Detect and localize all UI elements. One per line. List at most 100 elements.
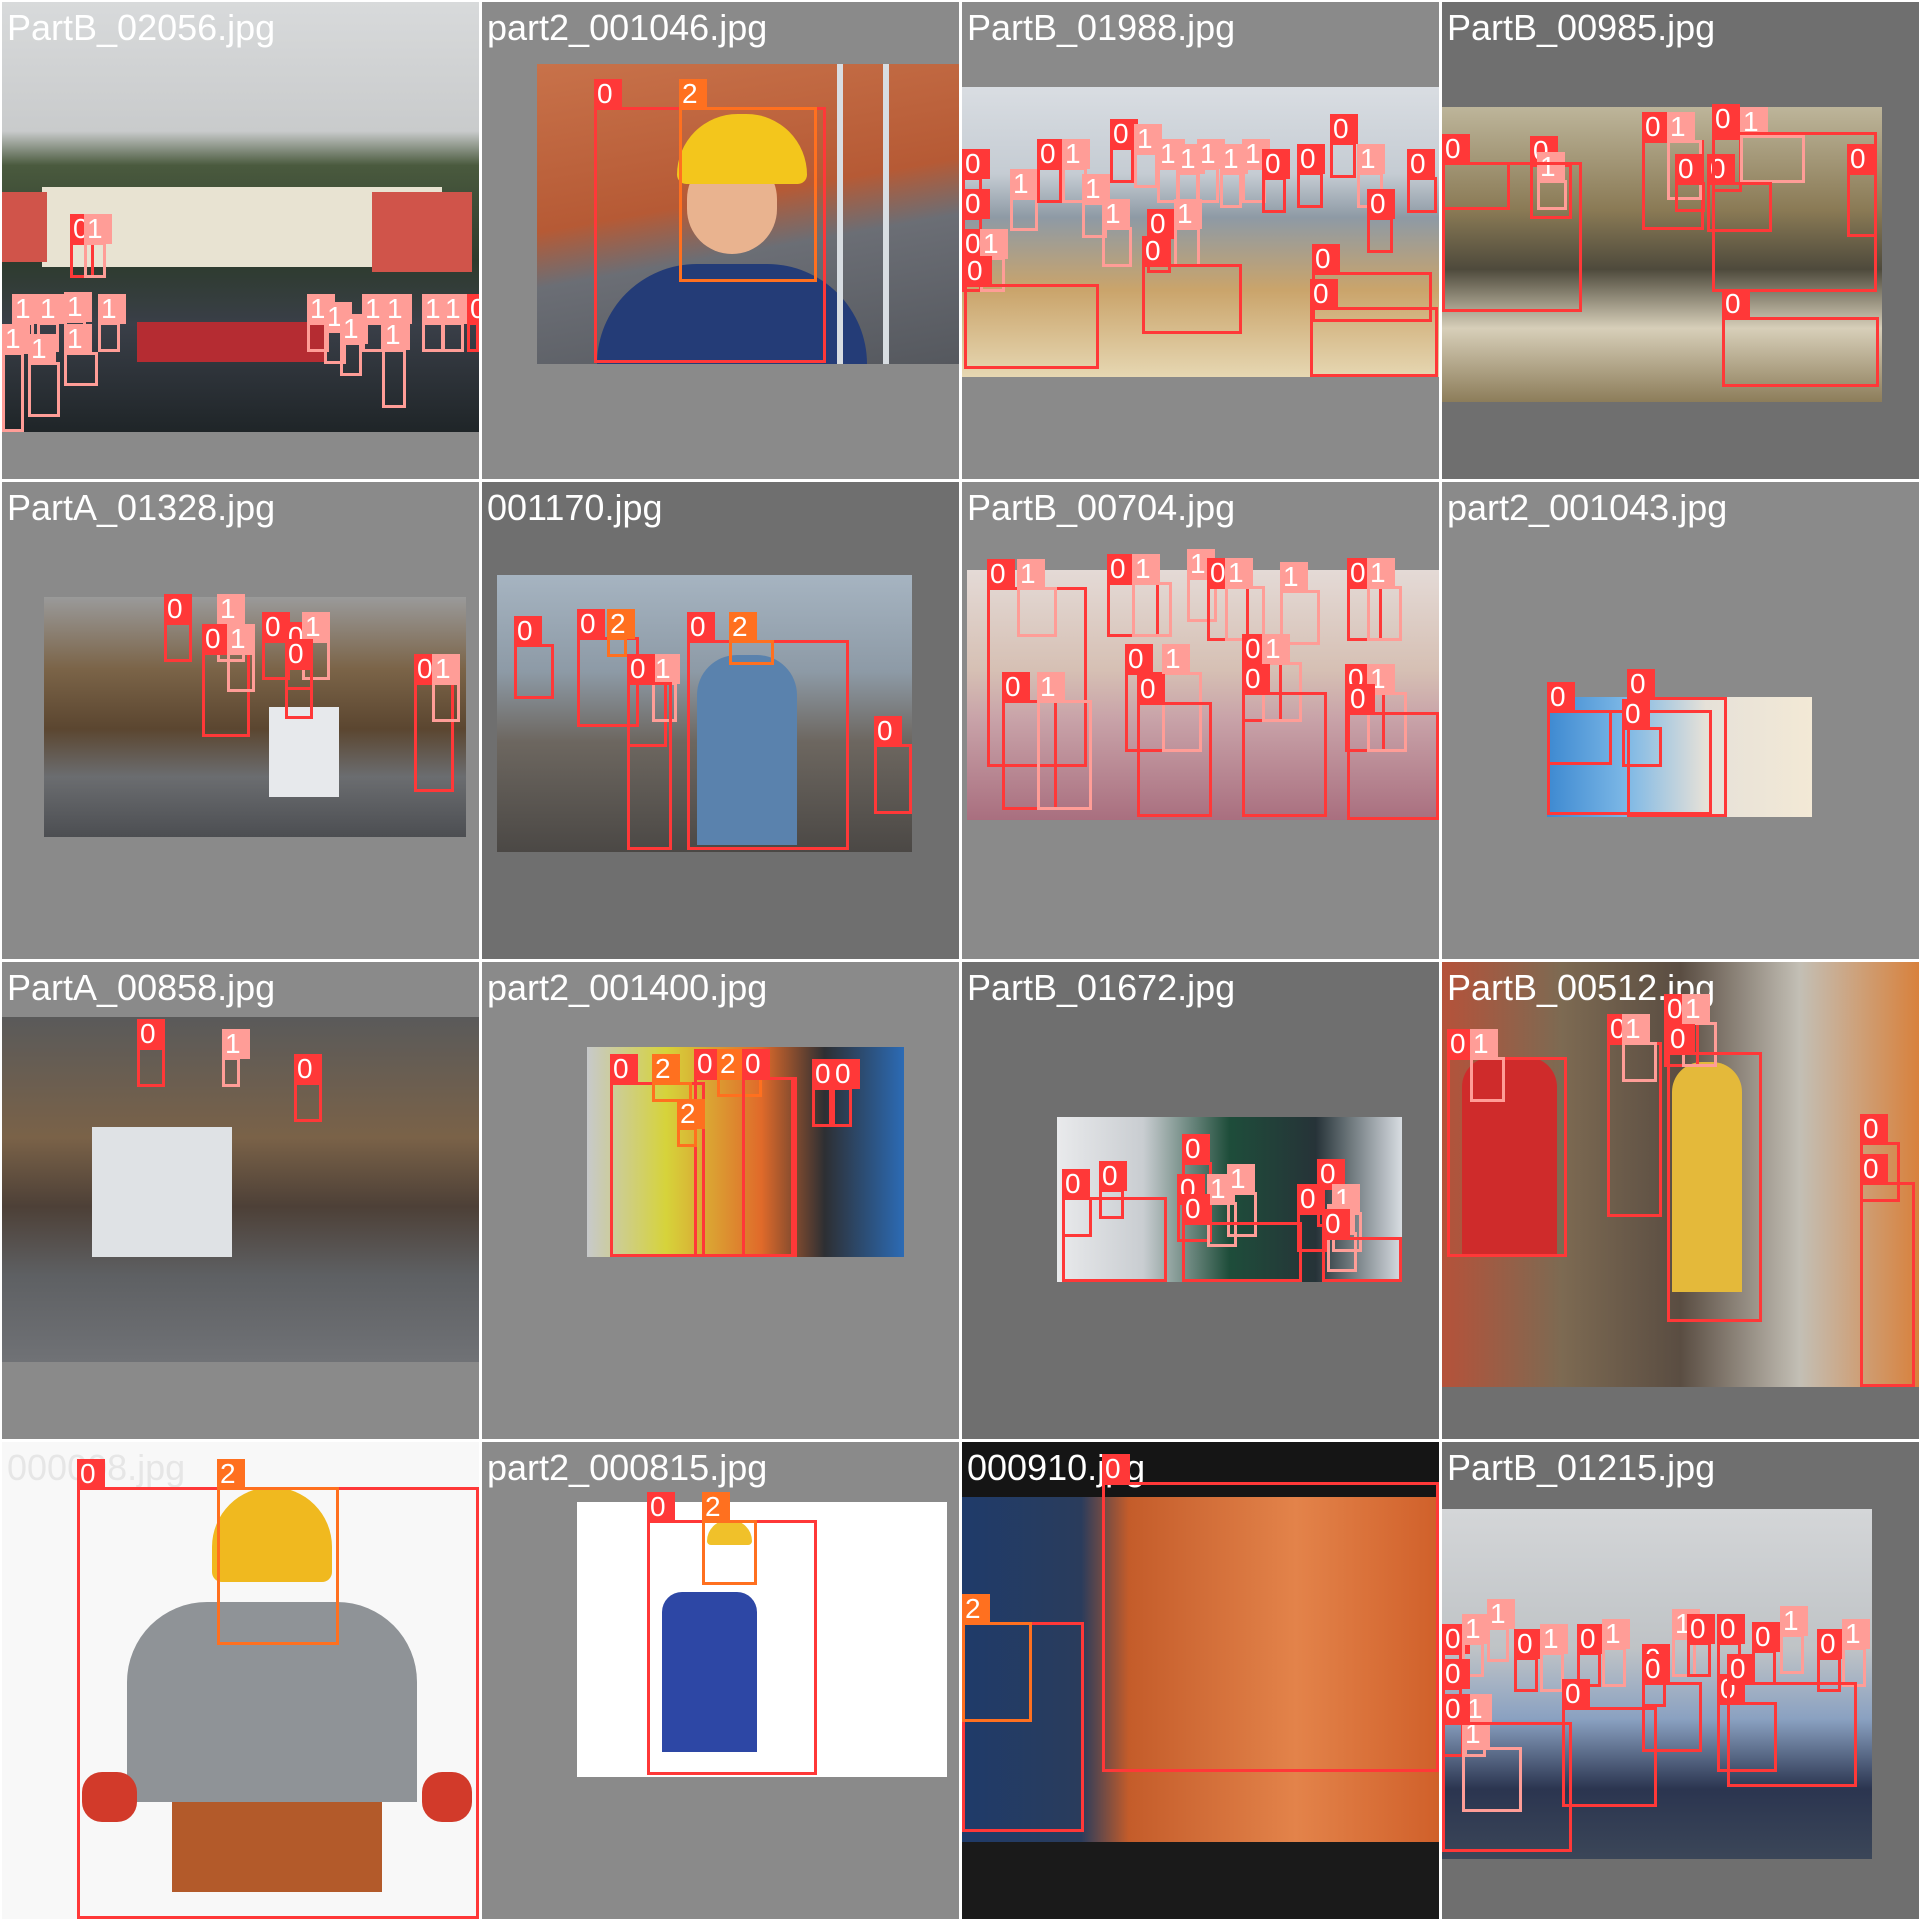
box-label: 2	[962, 1594, 990, 1624]
box-label: 2	[652, 1054, 680, 1084]
tile-part2-001400[interactable]: part2_001400.jpg 0 2 0 2 2 0 0 0	[482, 962, 959, 1439]
box-class-0: 0	[467, 294, 479, 352]
tile-part2-001046[interactable]: part2_001046.jpg 0 2	[482, 2, 959, 479]
shirt	[127, 1602, 417, 1802]
box-class-1: 1	[1010, 169, 1038, 231]
box-label: 0	[1062, 1169, 1090, 1199]
box-class-1: 1	[1132, 554, 1172, 637]
box-label: 0	[1577, 1624, 1605, 1654]
box-class-0: 0	[285, 639, 313, 719]
box-class-1: 1	[324, 302, 352, 364]
filename-label: PartB_02056.jpg	[7, 7, 276, 48]
box-class-0: 0	[1137, 674, 1212, 817]
tile-partb-00704[interactable]: PartB_00704.jpg 0 1 0 1 1 0 1 1 0 1 0 1 …	[962, 482, 1439, 959]
box-label: 0	[1442, 1624, 1470, 1654]
box-class-0: 0	[1310, 279, 1438, 377]
tile-parta-00858[interactable]: PartA_00858.jpg 0 1 0	[2, 962, 479, 1439]
box-label: 1	[1062, 139, 1090, 169]
tile-partb-02056[interactable]: PartB_02056.jpg 0 1 1 1 1 1 1 1 1 1 1 1 …	[2, 2, 479, 479]
tile-part2-000815[interactable]: part2_000815.jpg 0 2	[482, 1442, 959, 1919]
photo	[1547, 697, 1812, 817]
box-class-0: 0	[1182, 1194, 1302, 1282]
box-label: 0	[577, 609, 605, 639]
box-label: 1	[28, 334, 56, 364]
box-label: 1	[1682, 994, 1710, 1024]
box-class-1: 1	[98, 294, 126, 352]
box-label: 0	[1547, 682, 1575, 712]
box-label: 0	[1099, 1161, 1127, 1191]
box-class-0: 0	[1514, 1629, 1542, 1692]
photo	[2, 1442, 479, 1919]
box-label: 0	[1642, 112, 1670, 142]
box-class-1: 1	[1602, 1619, 1630, 1687]
box-class-1: 1	[1622, 1014, 1657, 1082]
box-label: 1	[382, 320, 410, 350]
poster-bottom-strip	[962, 1842, 1439, 1919]
box-label: 2	[729, 612, 757, 642]
box-label: 1	[1667, 112, 1695, 142]
filename-label: PartB_01672.jpg	[967, 967, 1236, 1008]
tile-partb-01215[interactable]: PartB_01215.jpg 0 1 1 0 1 0 1 0 1 0 0 0 …	[1442, 1442, 1919, 1919]
box-class-1: 1	[422, 294, 450, 352]
box-label: 1	[980, 229, 1008, 259]
photo	[962, 87, 1439, 377]
filename-label: PartA_01328.jpg	[7, 487, 276, 528]
box-label: 1	[1162, 644, 1190, 674]
box-class-0: 0	[514, 616, 554, 699]
box-label: 1	[37, 294, 65, 324]
box-class-2: 2	[962, 1594, 1032, 1722]
tile-part2-001043[interactable]: part2_001043.jpg 0 0 0 0	[1442, 482, 1919, 959]
box-class-1: 1	[227, 624, 255, 692]
box-label: 0	[1242, 664, 1270, 694]
box-label: 1	[1462, 1614, 1490, 1644]
box-label: 1	[1225, 558, 1253, 588]
box-class-0: 0	[742, 1049, 797, 1257]
box-label: 1	[12, 294, 40, 324]
tile-partb-01988[interactable]: PartB_01988.jpg 0 0 0 1 1 0 1 1 1 0 1 1 …	[962, 2, 1439, 479]
box-class-1: 1	[340, 314, 368, 376]
box-label: 2	[702, 1492, 730, 1522]
box-class-1: 1	[1537, 152, 1567, 210]
box-class-0: 0	[1142, 236, 1242, 334]
tile-parta-01328[interactable]: PartA_01328.jpg 0 1 0 1 0 0 1 0 0 1	[2, 482, 479, 959]
tile-001170[interactable]: 001170.jpg 0 0 2 0 1 0 0 2 0	[482, 482, 959, 959]
box-label: 1	[222, 1029, 250, 1059]
box-label: 0	[1667, 1024, 1695, 1054]
box-label: 0	[285, 639, 313, 669]
photo	[2, 2, 479, 432]
box-label: 1	[1132, 554, 1160, 584]
box-class-2: 2	[217, 1459, 339, 1645]
tile-000008[interactable]: 000008.jpg 0 2	[2, 1442, 479, 1919]
box-class-0: 0	[1262, 149, 1290, 213]
box-label: 0	[594, 79, 622, 109]
filename-label: part2_001046.jpg	[487, 7, 768, 48]
box-label: 0	[514, 616, 542, 646]
photo	[577, 1502, 947, 1777]
tile-partb-00985[interactable]: PartB_00985.jpg 0 0 1 0 0 1 0 0 1 0 0 0 …	[1442, 2, 1919, 479]
box-class-1: 1	[1174, 199, 1202, 267]
box-label: 0	[1002, 672, 1030, 702]
box-label: 0	[1297, 144, 1325, 174]
box-class-1: 1	[1134, 124, 1162, 188]
tile-000910[interactable]: 000910.jpg 0 0 2	[962, 1442, 1439, 1919]
box-label: 0	[647, 1492, 675, 1522]
box-class-0: 0	[1727, 1654, 1857, 1787]
box-class-1: 1	[302, 612, 330, 680]
box-label: 0	[1330, 114, 1358, 144]
box-class-0: 0	[1407, 149, 1437, 213]
box-class-2: 2	[679, 79, 817, 282]
stage-table	[137, 322, 327, 362]
filename-label: part2_000815.jpg	[487, 1447, 768, 1488]
box-label: 2	[717, 1049, 745, 1079]
tool-belt	[172, 1802, 382, 1892]
box-class-0: 0	[1002, 672, 1057, 810]
tile-partb-00512[interactable]: PartB_00512.jpg 0 1 0 1 0 1 0 0 0	[1442, 962, 1919, 1439]
box-class-0: 0	[1102, 1454, 1439, 1772]
box-label: 2	[679, 79, 707, 109]
podium	[92, 1127, 232, 1257]
tile-partb-01672[interactable]: PartB_01672.jpg 0 0 0 0 0 1 1 0 0 0 1 1 …	[962, 962, 1439, 1439]
box-label: 0	[1312, 244, 1340, 274]
box-label: 0	[164, 594, 192, 624]
box-label: 1	[1367, 558, 1395, 588]
box-label: 0	[1442, 134, 1470, 164]
